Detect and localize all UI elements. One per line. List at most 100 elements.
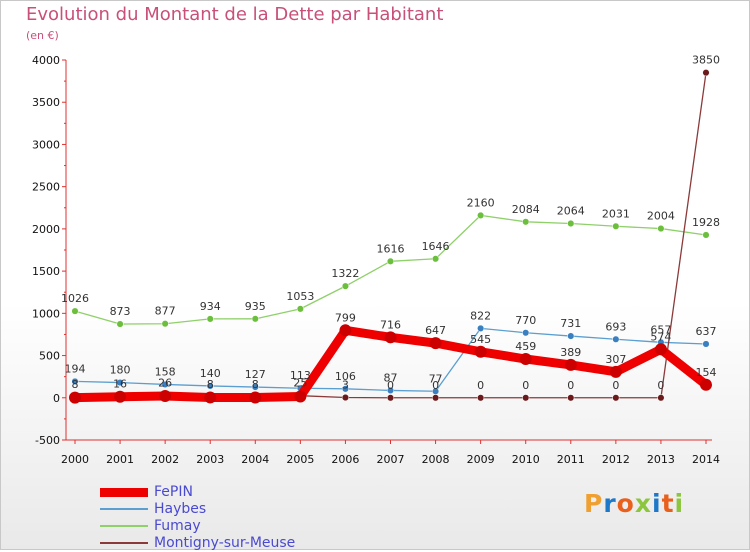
data-point-fepin (339, 324, 352, 337)
data-label-haybes: 87 (384, 371, 398, 384)
data-label-montigny-sur-meuse: 8 (207, 378, 214, 391)
data-label-montigny-sur-meuse: 8 (252, 378, 259, 391)
legend-label: Haybes (154, 501, 207, 517)
logo-letter: x (634, 489, 652, 518)
data-label-fumay: 2084 (512, 203, 540, 216)
data-point-montigny-sur-meuse (341, 393, 349, 402)
data-label-fumay: 2160 (467, 196, 495, 209)
data-point-fepin (204, 391, 217, 404)
chart-subtitle: (en €) (26, 29, 59, 42)
data-point-fepin (294, 390, 307, 403)
data-point-haybes (612, 335, 620, 343)
data-point-fumay (657, 225, 665, 233)
data-point-fumay (206, 315, 214, 323)
y-tick-label: 2500 (32, 181, 60, 194)
y-tick-label: -500 (35, 434, 60, 447)
axes: -500050010001500200025003000350040002000… (32, 54, 720, 466)
data-label-haybes: 822 (470, 309, 491, 322)
data-label-haybes: 127 (245, 368, 266, 381)
data-point-fumay (341, 282, 349, 290)
data-label-montigny-sur-meuse: 0 (432, 379, 439, 392)
data-label-haybes: 106 (335, 370, 356, 383)
logo-letter: o (616, 489, 635, 518)
x-tick-label: 2012 (602, 453, 630, 466)
data-label-haybes: 113 (290, 369, 311, 382)
proxiti-logo: Proxiti (584, 489, 684, 518)
data-label-fumay: 877 (155, 305, 176, 318)
data-label-montigny-sur-meuse: 0 (612, 379, 619, 392)
x-tick-label: 2000 (61, 453, 89, 466)
x-tick-label: 2004 (241, 453, 269, 466)
data-point-haybes (386, 386, 395, 394)
data-label-montigny-sur-meuse: 25 (293, 377, 307, 390)
data-point-fepin (519, 353, 532, 366)
data-point-montigny-sur-meuse (386, 394, 395, 402)
data-label-fepin: 574 (650, 330, 671, 343)
data-label-fumay: 1616 (377, 242, 405, 255)
data-point-fepin (700, 378, 712, 391)
x-tick-label: 2005 (286, 453, 314, 466)
data-point-fepin (249, 391, 262, 404)
x-tick-label: 2002 (151, 453, 179, 466)
data-point-montigny-sur-meuse (657, 394, 665, 402)
data-point-fumay (702, 231, 710, 239)
data-point-fepin (159, 390, 172, 403)
y-tick-label: 0 (53, 392, 60, 405)
data-point-fepin (564, 358, 577, 371)
x-tick-label: 2010 (512, 453, 540, 466)
data-label-fumay: 2004 (647, 210, 675, 223)
data-point-fumay (71, 307, 79, 315)
legend-swatch (100, 487, 148, 497)
data-label-haybes: 637 (696, 325, 717, 338)
data-label-fepin: 389 (560, 346, 581, 359)
data-point-fepin (384, 331, 397, 344)
legend-swatch (100, 525, 148, 527)
data-label-haybes: 770 (515, 314, 536, 327)
y-tick-label: 3500 (32, 96, 60, 109)
logo-letter: t (661, 489, 675, 518)
data-point-fepin (474, 345, 487, 358)
data-point-fumay (432, 255, 440, 263)
x-tick-label: 2013 (647, 453, 675, 466)
data-label-montigny-sur-meuse: 3850 (692, 54, 720, 67)
data-label-montigny-sur-meuse: 26 (158, 377, 172, 390)
data-point-montigny-sur-meuse (522, 394, 530, 402)
data-point-fumay (386, 257, 395, 265)
data-point-haybes (702, 340, 710, 348)
data-point-haybes (116, 379, 124, 387)
data-point-montigny-sur-meuse (567, 394, 575, 402)
data-point-montigny-sur-meuse (612, 394, 620, 402)
legend-label: FePIN (154, 484, 193, 500)
logo-letter: r (603, 489, 617, 518)
data-label-montigny-sur-meuse: 0 (522, 379, 529, 392)
data-label-fepin: 154 (696, 366, 717, 379)
x-tick-label: 2011 (557, 453, 585, 466)
logo-letter: i (652, 489, 662, 518)
data-label-fepin: 459 (515, 340, 536, 353)
data-point-fepin (114, 390, 127, 403)
x-tick-label: 2009 (467, 453, 495, 466)
legend-label: Fumay (154, 518, 201, 534)
x-tick-label: 2003 (196, 453, 224, 466)
y-tick-label: 2000 (32, 223, 60, 236)
x-tick-label: 2006 (331, 453, 359, 466)
data-point-fepin (654, 343, 667, 356)
data-label-haybes: 77 (429, 372, 443, 385)
logo-letter: i (674, 489, 685, 518)
data-point-fumay (251, 315, 259, 323)
chart-title: Evolution du Montant de la Dette par Hab… (26, 4, 444, 25)
data-point-montigny-sur-meuse (702, 69, 710, 77)
data-point-haybes (341, 385, 349, 393)
data-point-fumay (296, 305, 304, 313)
data-label-montigny-sur-meuse: 0 (477, 379, 484, 392)
series-lines (69, 69, 712, 404)
data-point-fumay (567, 219, 575, 228)
data-label-haybes: 194 (65, 362, 86, 375)
data-label-fepin: 647 (425, 324, 446, 337)
data-point-fumay (477, 211, 485, 219)
data-point-fepin (69, 391, 81, 404)
data-label-fepin: 307 (605, 353, 626, 366)
data-label-fumay: 935 (245, 300, 266, 313)
data-point-fumay (612, 222, 620, 230)
